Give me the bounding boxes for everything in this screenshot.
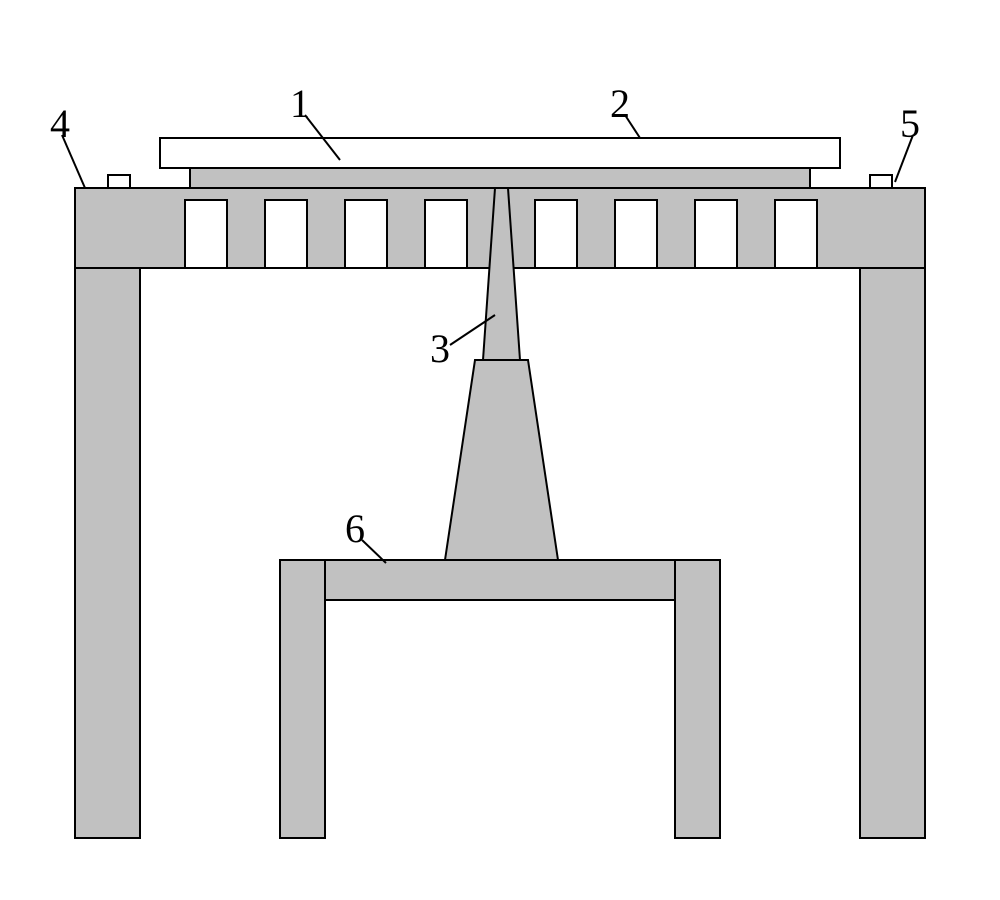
layer-2	[160, 138, 840, 168]
label-1: 1	[290, 80, 310, 127]
label-5: 5	[900, 100, 920, 147]
layer-1	[190, 168, 810, 188]
inner-frame	[280, 560, 720, 838]
diagram-canvas	[0, 0, 1000, 900]
label-2: 2	[610, 80, 630, 127]
label-4: 4	[50, 100, 70, 147]
label-3: 3	[430, 325, 450, 372]
label-6: 6	[345, 505, 365, 552]
